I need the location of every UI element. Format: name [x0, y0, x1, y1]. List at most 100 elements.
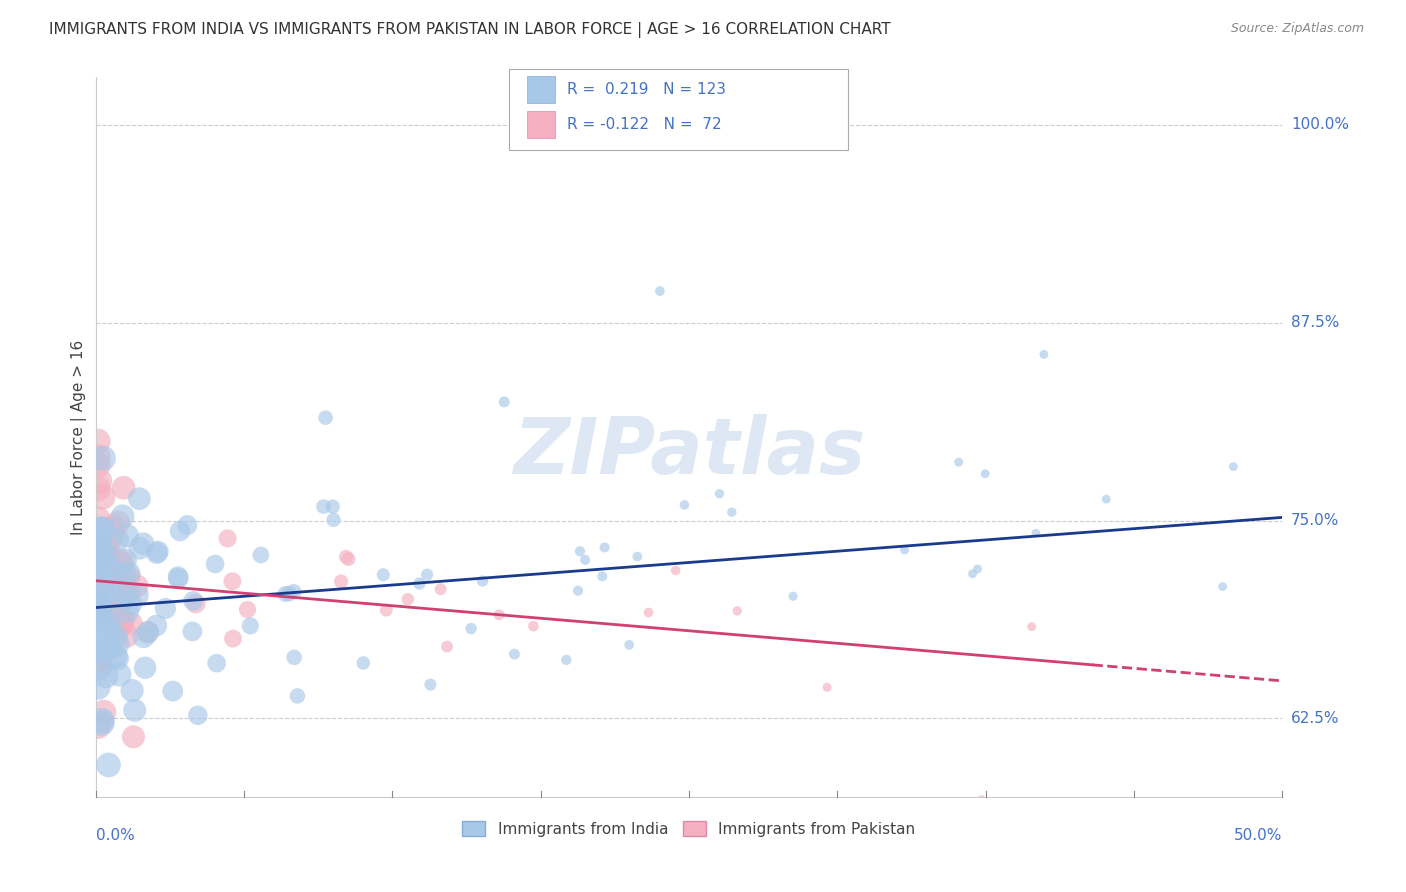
Point [108, 569, 131, 583]
Point [948, 455, 970, 469]
Point [118, 566, 141, 581]
Point [110, 596, 132, 610]
Point [120, 597, 142, 611]
Point [134, 661, 156, 675]
Point [274, 587, 297, 601]
Point [626, 549, 648, 564]
Point [87, 541, 110, 556]
Point [122, 730, 145, 744]
Point [1025, 526, 1047, 541]
Point [89, 653, 111, 667]
Point [103, 590, 125, 604]
Point [114, 553, 136, 567]
Point [87, 615, 110, 629]
Point [522, 619, 544, 633]
Text: 75.0%: 75.0% [1291, 513, 1339, 528]
Point [471, 574, 494, 588]
Point [93, 611, 115, 625]
Point [111, 509, 134, 524]
Point [87, 582, 110, 596]
Point [91, 490, 114, 504]
Point [94, 598, 117, 612]
Point [488, 607, 510, 622]
Point [97, 626, 120, 640]
Point [93, 549, 115, 564]
Point [617, 638, 640, 652]
Point [96, 573, 118, 587]
Text: 0.0%: 0.0% [96, 828, 135, 843]
Point [89, 660, 111, 674]
Point [91, 524, 114, 538]
Point [127, 579, 149, 593]
Point [132, 536, 155, 550]
Point [87, 526, 110, 541]
Point [94, 610, 117, 624]
Point [87, 599, 110, 614]
Point [87, 605, 110, 619]
Point [107, 516, 129, 530]
Point [111, 557, 134, 571]
Text: R = -0.122   N =  72: R = -0.122 N = 72 [567, 117, 721, 132]
Point [408, 576, 430, 591]
Point [91, 552, 114, 566]
Point [637, 606, 659, 620]
Point [1212, 580, 1234, 594]
Point [112, 567, 135, 582]
Point [87, 551, 110, 566]
Point [1222, 459, 1244, 474]
Point [127, 588, 149, 602]
Point [91, 545, 114, 559]
Point [352, 656, 374, 670]
Point [97, 608, 120, 623]
Point [87, 595, 110, 609]
Point [89, 607, 111, 621]
Text: ZIPatlas: ZIPatlas [513, 414, 865, 490]
Point [167, 569, 190, 583]
Point [98, 618, 121, 632]
Point [115, 528, 138, 542]
Point [162, 684, 184, 698]
Point [98, 584, 121, 599]
Point [90, 716, 112, 731]
Point [322, 513, 344, 527]
Point [277, 587, 299, 601]
Point [121, 683, 143, 698]
Point [108, 667, 131, 681]
Point [100, 529, 122, 543]
Point [436, 640, 458, 654]
Point [974, 467, 997, 481]
Point [1095, 492, 1118, 507]
Point [90, 522, 112, 536]
Point [104, 649, 127, 664]
Point [128, 491, 150, 506]
Point [315, 410, 337, 425]
Point [93, 543, 115, 558]
Point [893, 542, 915, 557]
Point [94, 669, 117, 683]
Point [93, 546, 115, 560]
Point [648, 284, 671, 298]
Point [1032, 347, 1054, 361]
Point [416, 567, 439, 582]
Point [494, 395, 516, 409]
Point [146, 544, 169, 558]
Point [335, 549, 357, 564]
Point [155, 601, 177, 615]
Point [792, 822, 814, 837]
Point [419, 677, 441, 691]
Point [187, 708, 209, 723]
Point [725, 604, 748, 618]
Point [87, 597, 110, 611]
Point [665, 564, 688, 578]
Point [105, 651, 128, 665]
Point [87, 554, 110, 568]
Point [93, 706, 115, 720]
Point [312, 500, 335, 514]
Point [97, 758, 120, 772]
Point [87, 591, 110, 606]
Point [87, 611, 110, 625]
Point [429, 582, 451, 597]
Point [87, 537, 110, 551]
Point [322, 500, 344, 514]
Point [90, 580, 112, 594]
